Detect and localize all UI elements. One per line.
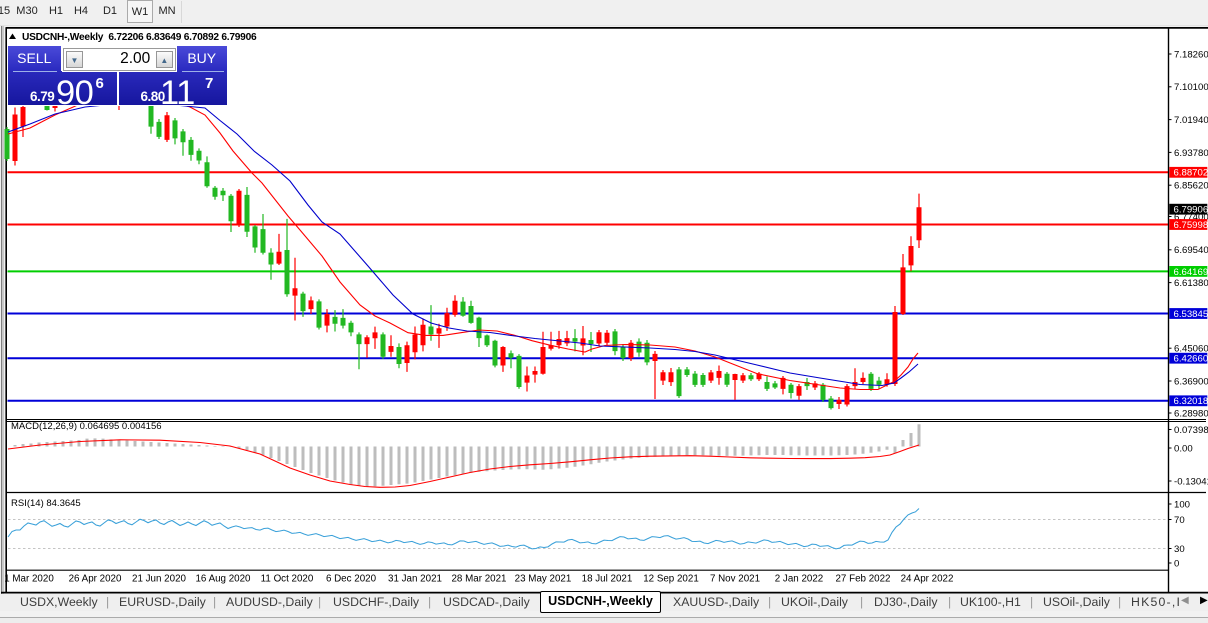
svg-text:30: 30 (1174, 544, 1185, 555)
svg-text:6.69540: 6.69540 (1174, 245, 1208, 256)
svg-text:1 Mar 2020: 1 Mar 2020 (4, 574, 54, 585)
svg-text:16 Aug 2020: 16 Aug 2020 (195, 574, 251, 585)
svg-text:6.28980: 6.28980 (1174, 408, 1208, 419)
svg-text:7.10100: 7.10100 (1174, 82, 1208, 93)
svg-text:0.00: 0.00 (1174, 443, 1193, 454)
svg-text:100: 100 (1174, 499, 1190, 510)
svg-text:70: 70 (1174, 515, 1185, 526)
svg-text:6 Dec 2020: 6 Dec 2020 (326, 574, 377, 585)
svg-text:26 Apr 2020: 26 Apr 2020 (69, 574, 122, 585)
svg-text:MACD(12,26,9) 0.064695 0.00415: MACD(12,26,9) 0.064695 0.004156 (11, 421, 162, 432)
svg-text:0.073986: 0.073986 (1174, 425, 1208, 436)
svg-text:6.88702: 6.88702 (1174, 168, 1208, 179)
svg-text:6.36900: 6.36900 (1174, 376, 1208, 387)
svg-text:USDCNH-,Weekly 6.72206 6.8364: USDCNH-,Weekly 6.72206 6.83649 6.70892 6… (22, 32, 257, 43)
svg-text:RSI(14) 84.3645: RSI(14) 84.3645 (11, 498, 81, 509)
svg-text:23 May 2021: 23 May 2021 (515, 574, 572, 585)
svg-text:7 Nov 2021: 7 Nov 2021 (710, 574, 760, 585)
svg-text:6.93780: 6.93780 (1174, 148, 1208, 159)
svg-text:7.18260: 7.18260 (1174, 49, 1208, 60)
svg-text:28 Mar 2021: 28 Mar 2021 (451, 574, 506, 585)
svg-text:6.79906: 6.79906 (1174, 205, 1208, 216)
svg-text:6.42660: 6.42660 (1174, 354, 1208, 365)
svg-text:31 Jan 2021: 31 Jan 2021 (388, 574, 442, 585)
svg-text:6.32018: 6.32018 (1174, 396, 1208, 407)
svg-text:18 Jul 2021: 18 Jul 2021 (582, 574, 633, 585)
svg-text:2 Jan 2022: 2 Jan 2022 (775, 574, 823, 585)
svg-text:27 Feb 2022: 27 Feb 2022 (835, 574, 890, 585)
svg-text:6.75998: 6.75998 (1174, 220, 1208, 231)
svg-text:6.53845: 6.53845 (1174, 309, 1208, 320)
svg-text:21 Jun 2020: 21 Jun 2020 (132, 574, 186, 585)
svg-text:0: 0 (1174, 558, 1179, 569)
svg-text:7.01940: 7.01940 (1174, 115, 1208, 126)
svg-text:24 Apr 2022: 24 Apr 2022 (901, 574, 954, 585)
svg-text:6.85620: 6.85620 (1174, 181, 1208, 192)
svg-text:6.61380: 6.61380 (1174, 278, 1208, 289)
svg-text:12 Sep 2021: 12 Sep 2021 (643, 574, 699, 585)
svg-text:6.64169: 6.64169 (1174, 267, 1208, 278)
svg-text:11 Oct 2020: 11 Oct 2020 (261, 574, 314, 585)
